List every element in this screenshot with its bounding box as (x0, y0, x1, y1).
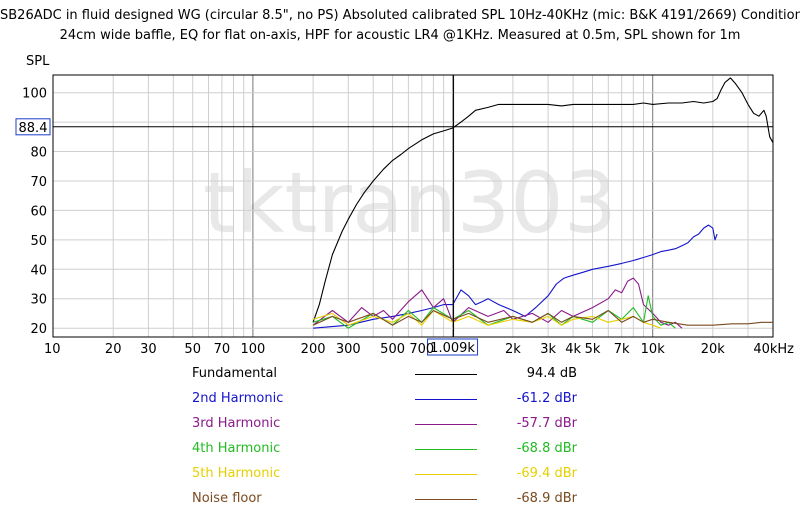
x-tick-label: 50 (184, 342, 201, 357)
y-tick-label: 100 (22, 87, 47, 102)
cursor-x-readout: 1.009k (430, 341, 475, 356)
grid (53, 75, 773, 337)
legend-value-2nd-harmonic: -61.2 dBr (516, 391, 577, 406)
legend-entry-fundamental[interactable]: Fundamental (192, 366, 278, 381)
legend-swatch-3rd-harmonic (415, 424, 477, 425)
legend-entry-5th-harmonic[interactable]: 5th Harmonic (192, 466, 281, 481)
y-tick-label: 80 (30, 146, 47, 161)
series-line-5th-harmonic (312, 309, 662, 329)
x-tick-label: 5k (585, 342, 601, 357)
legend-swatch-noise-floor (415, 499, 477, 500)
legend-swatch-4th-harmonic (415, 449, 477, 450)
cursor-y-readout-box (15, 118, 51, 136)
y-tick-label: 30 (30, 293, 47, 308)
legend-value-5th-harmonic: -69.4 dBr (516, 466, 577, 481)
chart-title: SB26ADC in fluid designed WG (circular 8… (0, 6, 800, 46)
legend-entry-2nd-harmonic[interactable]: 2nd Harmonic (192, 391, 284, 406)
legend-swatch-2nd-harmonic (415, 399, 477, 400)
y-axis-label: SPL (26, 54, 50, 69)
legend-entry-noise-floor[interactable]: Noise floor (192, 491, 262, 506)
series-line-2nd-harmonic (313, 224, 718, 329)
plot-area-frame (52, 74, 774, 338)
x-tick-label: 2k (505, 342, 521, 357)
x-tick-label: 30 (140, 342, 157, 357)
watermark: tktran303 (203, 154, 617, 252)
x-tick-label: 100 (240, 342, 265, 357)
legend-value-noise-floor: -68.9 dBr (516, 491, 577, 506)
y-tick-label: 40 (30, 263, 47, 278)
x-tick-label: 10k (641, 342, 666, 357)
legend-entry-4th-harmonic[interactable]: 4th Harmonic (192, 441, 281, 456)
cursor[interactable]: 88.4 1.009k (15, 75, 773, 356)
cursor-x-readout-box (427, 338, 479, 356)
x-tick-label: 200 (301, 342, 326, 357)
x-tick-label: 20 (105, 342, 122, 357)
x-tick-label: 300 (336, 342, 361, 357)
x-tick-label: 700 (409, 342, 434, 357)
y-tick-label: 60 (30, 204, 47, 219)
x-tick-label: 10 (44, 342, 61, 357)
x-tick-label: 3k (540, 342, 556, 357)
series-line-noise-floor (312, 309, 773, 326)
chart-title-line-2: 24cm wide baffle, EQ for flat on-axis, H… (59, 28, 741, 43)
legend-entry-3rd-harmonic[interactable]: 3rd Harmonic (192, 416, 281, 431)
x-tick-label: 7k (614, 342, 630, 357)
x-tick-label: 4k (565, 342, 581, 357)
legend-swatch-5th-harmonic (415, 474, 477, 475)
y-tick-label: 70 (30, 175, 47, 190)
series-line-3rd-harmonic (312, 277, 683, 329)
y-axis-ticks: 20 30 40 50 60 70 80 100 (22, 87, 47, 338)
y-tick-label: 50 (30, 234, 47, 249)
legend-swatch-fundamental (415, 374, 477, 375)
x-tick-label: 20k (701, 342, 726, 357)
x-tick-label: 40kHz (753, 342, 794, 357)
legend-value-4th-harmonic: -68.8 dBr (516, 441, 577, 456)
cursor-y-readout: 88.4 (19, 121, 48, 136)
y-tick-label: 20 (30, 322, 47, 337)
x-axis-ticks: 10 20 30 50 70 100 200 300 500 700 2k 3k 4k 5k 7k 10k 20… (44, 342, 794, 357)
legend-value-3rd-harmonic: -57.7 dBr (516, 416, 577, 431)
series-group (312, 77, 774, 329)
legend-value-fundamental: 94.4 dB (526, 366, 577, 381)
x-tick-label: 70 (214, 342, 231, 357)
x-tick-label: 500 (380, 342, 405, 357)
series-line-fundamental (312, 77, 774, 323)
chart-title-line-1: SB26ADC in fluid designed WG (circular 8… (0, 8, 800, 23)
